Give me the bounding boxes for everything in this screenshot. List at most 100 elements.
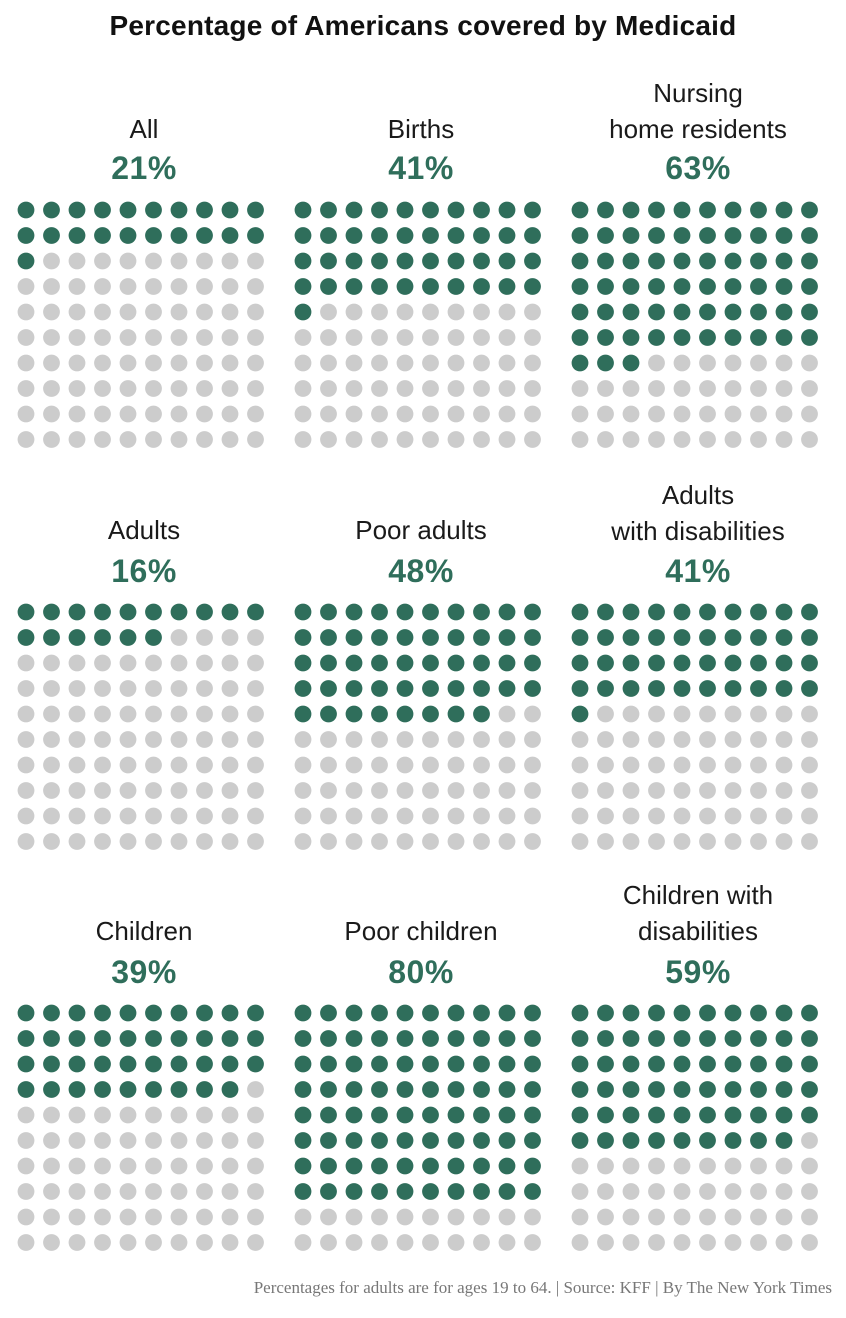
dot-empty	[524, 431, 541, 448]
dot-filled	[775, 1055, 793, 1073]
dot-filled	[597, 227, 614, 244]
dot-filled	[673, 201, 691, 219]
dot-filled	[422, 1157, 439, 1175]
dot-filled	[473, 603, 490, 621]
dot-filled	[196, 1030, 213, 1047]
dot-empty	[196, 654, 213, 672]
dot-empty	[43, 833, 60, 850]
dot-filled	[673, 252, 691, 270]
dot-empty	[750, 431, 767, 448]
dot-empty	[170, 1208, 188, 1226]
dot-filled	[422, 1004, 439, 1022]
dot-filled	[196, 1055, 213, 1073]
dot-filled	[294, 654, 312, 672]
waffle-dots	[17, 603, 264, 850]
dot-empty	[17, 1234, 35, 1251]
dot-empty	[43, 654, 60, 672]
dot-filled	[473, 227, 490, 244]
dot-filled	[724, 603, 742, 621]
dot-empty	[43, 1157, 60, 1175]
dot-empty	[648, 1208, 665, 1226]
dot-filled	[498, 1132, 516, 1149]
dot-empty	[498, 1234, 516, 1251]
dot-filled	[524, 1183, 541, 1200]
dot-empty	[396, 731, 414, 748]
panel-percent: 41%	[665, 553, 731, 589]
dot-empty	[648, 833, 665, 850]
dot-empty	[145, 680, 162, 697]
dot-filled	[699, 603, 716, 621]
dot-empty	[571, 833, 589, 850]
dot-filled	[648, 1132, 665, 1149]
dot-empty	[145, 1234, 162, 1251]
dot-empty	[673, 782, 691, 799]
dot-empty	[68, 431, 86, 448]
dot-filled	[622, 201, 640, 219]
dot-empty	[294, 1234, 312, 1251]
dot-filled	[597, 278, 614, 295]
dot-empty	[648, 807, 665, 825]
dot-filled	[597, 654, 614, 672]
dot-filled	[498, 1157, 516, 1175]
dot-empty	[648, 1157, 665, 1175]
dot-empty	[345, 329, 363, 346]
dot-empty	[622, 1208, 640, 1226]
dot-empty	[775, 833, 793, 850]
dot-empty	[473, 354, 490, 372]
dot-filled	[750, 680, 767, 697]
dot-filled	[447, 705, 465, 723]
dot-filled	[422, 603, 439, 621]
dot-empty	[320, 1208, 337, 1226]
dot-empty	[750, 1234, 767, 1251]
dot-empty	[170, 731, 188, 748]
dot-filled	[622, 654, 640, 672]
dot-filled	[775, 329, 793, 346]
dot-empty	[196, 1106, 213, 1124]
dot-empty	[320, 303, 337, 321]
dot-empty	[247, 303, 264, 321]
dot-empty	[473, 782, 490, 799]
dot-empty	[498, 705, 516, 723]
dot-empty	[320, 731, 337, 748]
dot-filled	[221, 227, 239, 244]
dot-empty	[320, 756, 337, 774]
dot-filled	[622, 680, 640, 697]
dot-empty	[145, 431, 162, 448]
dot-filled	[750, 329, 767, 346]
dot-empty	[119, 1208, 137, 1226]
dot-empty	[447, 782, 465, 799]
dot-empty	[473, 431, 490, 448]
panel-label-line: Poor children	[344, 916, 498, 946]
dot-empty	[294, 405, 312, 423]
dot-filled	[396, 1004, 414, 1022]
dot-empty	[422, 431, 439, 448]
dot-empty	[221, 680, 239, 697]
dot-filled	[119, 201, 137, 219]
dot-empty	[247, 329, 264, 346]
dot-empty	[17, 303, 35, 321]
dot-empty	[699, 705, 716, 723]
dot-filled	[17, 227, 35, 244]
dot-filled	[801, 227, 818, 244]
dot-empty	[196, 1183, 213, 1200]
dot-empty	[648, 782, 665, 799]
dot-empty	[724, 1234, 742, 1251]
dot-empty	[247, 833, 264, 850]
dot-filled	[422, 201, 439, 219]
dot-empty	[775, 380, 793, 397]
dot-filled	[345, 1157, 363, 1175]
dot-empty	[597, 1208, 614, 1226]
panel-label-line: Births	[387, 114, 455, 144]
dot-filled	[247, 1055, 264, 1073]
dot-empty	[699, 782, 716, 799]
dot-empty	[396, 1208, 414, 1226]
dot-empty	[473, 380, 490, 397]
dot-empty	[396, 756, 414, 774]
dot-filled	[345, 1030, 363, 1047]
panel-label-line: Adults	[107, 515, 181, 545]
dot-filled	[750, 1004, 767, 1022]
dot-filled	[724, 680, 742, 697]
dot-empty	[196, 629, 213, 646]
dot-filled	[320, 227, 337, 244]
